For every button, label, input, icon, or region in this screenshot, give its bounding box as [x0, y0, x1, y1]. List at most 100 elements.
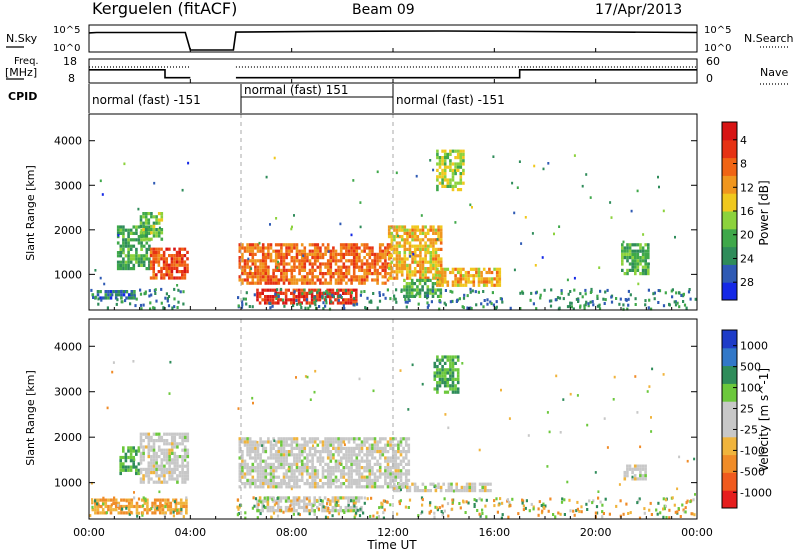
data-cell — [146, 511, 149, 515]
echo-speck — [113, 502, 116, 505]
echo-speck — [167, 304, 171, 308]
echo-speck — [273, 156, 276, 160]
x-tick-label: 12:00 — [377, 526, 409, 539]
data-cell — [135, 260, 138, 264]
data-cell — [274, 265, 278, 269]
data-cell — [170, 461, 174, 465]
echo-speck — [646, 390, 649, 393]
data-cell — [303, 298, 306, 302]
data-cell — [451, 384, 455, 388]
data-cell — [178, 435, 182, 439]
data-cell — [332, 256, 335, 260]
data-cell — [371, 249, 374, 253]
data-cell — [238, 249, 242, 253]
data-cell — [644, 467, 647, 471]
data-cell — [407, 472, 411, 476]
data-cell — [421, 267, 425, 271]
data-cell — [261, 478, 265, 482]
data-cell — [352, 249, 356, 253]
data-cell — [243, 475, 247, 479]
data-cell — [166, 501, 170, 505]
data-cell — [243, 268, 247, 272]
data-cell — [334, 485, 338, 489]
echo-speck — [558, 296, 562, 300]
data-cell — [246, 440, 249, 444]
echo-speck — [684, 510, 687, 514]
data-cell — [326, 478, 330, 482]
data-cell — [426, 276, 430, 280]
echo-speck — [541, 256, 544, 259]
data-cell — [295, 265, 299, 269]
data-cell — [441, 149, 444, 153]
data-cell — [264, 278, 268, 282]
echo-speck — [324, 295, 327, 299]
echo-speck — [344, 289, 347, 293]
data-cell — [326, 437, 330, 441]
data-cell — [101, 508, 105, 512]
data-cell — [332, 440, 335, 444]
data-cell — [424, 231, 427, 235]
data-cell — [292, 496, 296, 500]
data-cell — [404, 462, 408, 466]
data-cell — [438, 361, 442, 365]
data-cell — [355, 499, 358, 503]
echo-speck — [407, 295, 410, 299]
data-cell — [161, 511, 165, 515]
data-cell — [152, 445, 156, 449]
data-cell — [155, 273, 158, 277]
data-cell — [329, 262, 333, 266]
data-cell — [357, 499, 361, 503]
data-cell — [295, 453, 299, 457]
echo-speck — [562, 297, 565, 301]
data-cell — [306, 472, 309, 476]
data-cell — [456, 267, 460, 271]
echo-speck — [493, 499, 496, 503]
data-cell — [99, 290, 102, 294]
data-cell — [381, 453, 385, 457]
data-cell — [308, 301, 311, 305]
data-cell — [308, 243, 312, 247]
data-cell — [495, 267, 499, 271]
data-cell — [269, 462, 273, 466]
data-cell — [311, 262, 314, 266]
data-cell — [316, 243, 320, 247]
data-cell — [413, 294, 417, 298]
data-cell — [256, 298, 259, 302]
data-cell — [360, 466, 364, 470]
data-cell — [148, 247, 151, 251]
data-cell — [163, 455, 166, 459]
data-cell — [246, 469, 249, 473]
echo-speck — [237, 407, 240, 410]
echo-speck — [459, 506, 462, 510]
data-cell — [424, 251, 427, 255]
data-cell — [254, 262, 257, 266]
data-cell — [129, 247, 133, 251]
data-cell — [170, 276, 174, 280]
echo-speck — [130, 292, 133, 296]
data-cell — [259, 259, 262, 263]
data-cell — [472, 277, 476, 281]
data-cell — [408, 267, 412, 271]
echo-speck — [594, 511, 598, 515]
data-cell — [243, 272, 247, 276]
data-cell — [433, 371, 437, 375]
data-cell — [408, 288, 411, 292]
echo-speck — [325, 301, 328, 305]
data-cell — [287, 249, 291, 253]
data-cell — [261, 482, 265, 486]
data-cell — [124, 244, 128, 248]
data-cell — [316, 298, 319, 302]
data-cell — [163, 439, 166, 443]
data-cell — [405, 285, 409, 289]
data-cell — [135, 449, 138, 453]
data-cell — [139, 445, 143, 449]
data-cell — [424, 225, 427, 229]
data-cell — [365, 437, 369, 441]
data-cell — [139, 218, 143, 222]
echo-speck — [389, 297, 392, 301]
echo-speck — [597, 490, 600, 493]
echo-speck — [643, 507, 646, 511]
data-cell — [436, 168, 439, 172]
data-cell — [122, 260, 125, 264]
